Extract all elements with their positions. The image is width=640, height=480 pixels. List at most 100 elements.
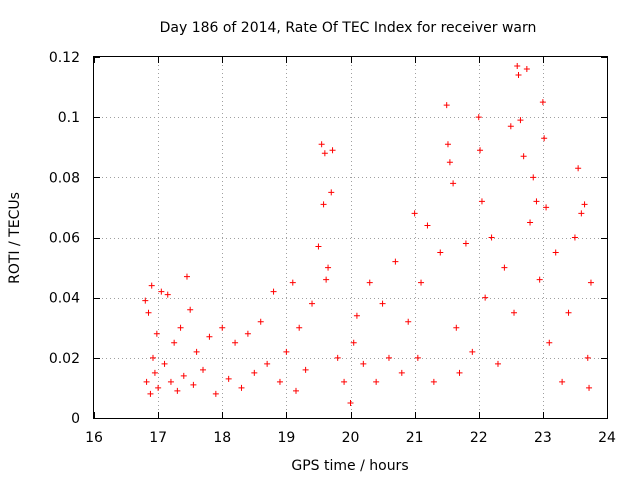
data-point	[219, 324, 226, 331]
x-tick-label: 18	[213, 430, 231, 446]
data-point	[366, 279, 373, 286]
data-point	[418, 279, 425, 286]
data-point	[575, 165, 582, 172]
data-point	[151, 369, 158, 376]
data-point	[200, 366, 207, 373]
data-point	[541, 135, 548, 142]
data-point	[523, 66, 530, 73]
data-point	[501, 264, 508, 271]
grid-layer	[94, 57, 607, 418]
data-point	[148, 282, 155, 289]
data-point	[321, 150, 328, 157]
data-point	[328, 189, 335, 196]
data-point	[257, 318, 264, 325]
data-point	[456, 369, 463, 376]
data-point	[552, 249, 559, 256]
chart-title: Day 186 of 2014, Rate Of TEC Index for r…	[160, 20, 537, 36]
data-point	[238, 384, 245, 391]
x-tick-label: 22	[470, 430, 488, 446]
data-point	[347, 399, 354, 406]
data-point	[514, 63, 521, 70]
data-point	[155, 384, 162, 391]
data-point	[520, 153, 527, 160]
x-tick-label: 16	[85, 430, 103, 446]
data-point	[161, 360, 168, 367]
data-point	[398, 369, 405, 376]
data-point	[379, 300, 386, 307]
data-point	[443, 102, 450, 109]
data-point	[494, 360, 501, 367]
data-point	[341, 378, 348, 385]
data-point	[143, 378, 150, 385]
data-point	[232, 339, 239, 346]
data-point	[444, 141, 451, 148]
data-point	[478, 198, 485, 205]
data-point	[289, 279, 296, 286]
data-point	[475, 114, 482, 121]
x-axis-label: GPS time / hours	[291, 458, 408, 474]
data-point	[543, 204, 550, 211]
data-point	[578, 210, 585, 217]
y-tick-label: 0.12	[49, 50, 80, 66]
data-point	[283, 348, 290, 355]
y-tick-label: 0.06	[49, 231, 80, 247]
x-tick-label: 21	[406, 430, 424, 446]
y-tick-label: 0.02	[49, 351, 80, 367]
data-point	[334, 354, 341, 361]
data-point	[177, 324, 184, 331]
data-point	[507, 123, 514, 130]
data-point	[174, 387, 181, 394]
data-point	[225, 375, 232, 382]
data-point	[482, 294, 489, 301]
data-point	[462, 240, 469, 247]
data-point	[264, 360, 271, 367]
data-point	[167, 378, 174, 385]
x-tick-label: 17	[149, 430, 167, 446]
data-point	[353, 312, 360, 319]
data-point	[318, 141, 325, 148]
y-tick-label: 0.08	[49, 170, 80, 186]
data-point	[302, 366, 309, 373]
x-tick-label: 24	[598, 430, 616, 446]
data-point	[158, 288, 165, 295]
data-point	[373, 378, 380, 385]
data-point	[385, 354, 392, 361]
data-point	[586, 384, 593, 391]
data-point	[437, 249, 444, 256]
data-point	[187, 306, 194, 313]
data-point	[276, 378, 283, 385]
x-axis-ticks: 16 17 18 19 20 21 22 23 24	[85, 57, 616, 446]
y-tick-label: 0	[71, 411, 80, 427]
data-point	[315, 243, 322, 250]
data-point	[251, 369, 258, 376]
data-point	[164, 291, 171, 298]
data-point	[530, 174, 537, 181]
x-tick-label: 23	[534, 430, 552, 446]
y-tick-label: 0.04	[49, 291, 80, 307]
data-point	[469, 348, 476, 355]
data-point	[296, 324, 303, 331]
data-point	[180, 372, 187, 379]
data-point	[350, 339, 357, 346]
data-point	[292, 387, 299, 394]
data-point	[533, 198, 540, 205]
data-point	[320, 201, 327, 208]
data-point	[546, 339, 553, 346]
y-axis-ticks: 0 0.02 0.04 0.06 0.08 0.1 0.12	[49, 50, 607, 427]
data-point	[145, 309, 152, 316]
data-point	[212, 390, 219, 397]
data-point	[171, 339, 178, 346]
data-point	[392, 258, 399, 265]
data-point	[244, 330, 251, 337]
x-tick-label: 19	[277, 430, 295, 446]
data-point	[147, 390, 154, 397]
data-point	[453, 324, 460, 331]
data-point	[329, 147, 336, 154]
data-point	[581, 201, 588, 208]
data-point	[587, 279, 594, 286]
data-point	[430, 378, 437, 385]
data-point	[360, 360, 367, 367]
data-point	[142, 297, 149, 304]
data-point	[325, 264, 332, 271]
data-point	[450, 180, 457, 187]
